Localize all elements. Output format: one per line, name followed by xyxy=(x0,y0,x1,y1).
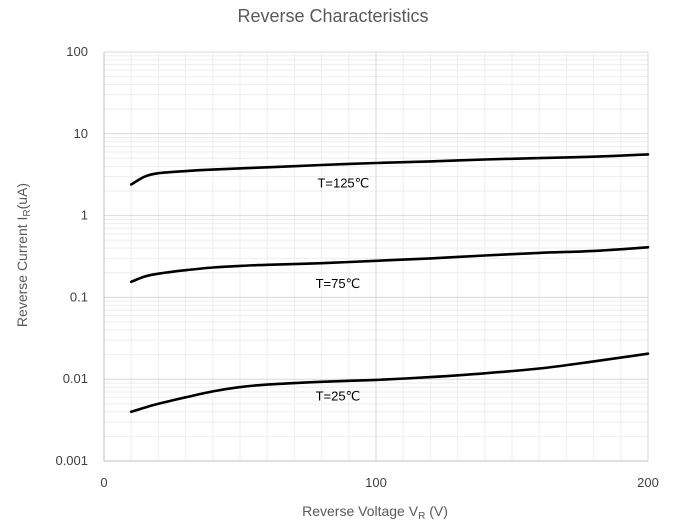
series-line-2 xyxy=(129,352,650,414)
chart-title: Reverse Characteristics xyxy=(237,6,428,26)
y-axis-title-main: Reverse Current I xyxy=(14,217,30,327)
y-axis-tick-labels: 0.001 0.01 0.1 1 10 100 xyxy=(55,44,88,468)
series-label-0: T=125℃ xyxy=(317,176,369,191)
series-lines xyxy=(129,153,650,414)
y-axis-title-subscript: R xyxy=(22,209,33,216)
y-tick-label: 0.001 xyxy=(55,453,88,468)
series-labels: T=125℃ T=75℃ T=25℃ xyxy=(316,176,370,404)
x-axis-title-main: Reverse Voltage V xyxy=(302,503,419,519)
y-tick-label: 1 xyxy=(81,208,88,223)
series-label-2: T=25℃ xyxy=(316,388,361,403)
series-line-0 xyxy=(129,153,650,186)
series-label-1: T=75℃ xyxy=(316,276,361,291)
x-tick-label: 200 xyxy=(637,475,659,490)
x-axis-title: Reverse Voltage VR (V) xyxy=(302,503,448,522)
y-tick-label: 0.01 xyxy=(63,371,88,386)
y-tick-label: 100 xyxy=(66,44,88,59)
x-axis-title-subscript: R xyxy=(418,511,425,522)
y-tick-label: 10 xyxy=(74,126,88,141)
x-tick-label: 0 xyxy=(100,475,107,490)
x-axis-tick-labels: 0 100 200 xyxy=(100,475,658,490)
x-axis-title-unit: (V) xyxy=(425,503,448,519)
series-line-1 xyxy=(129,246,650,284)
y-axis-title-unit: (uA) xyxy=(14,183,30,209)
y-axis-title: Reverse Current IR(uA) xyxy=(14,183,33,327)
x-tick-label: 100 xyxy=(365,475,387,490)
y-tick-label: 0.1 xyxy=(70,289,88,304)
